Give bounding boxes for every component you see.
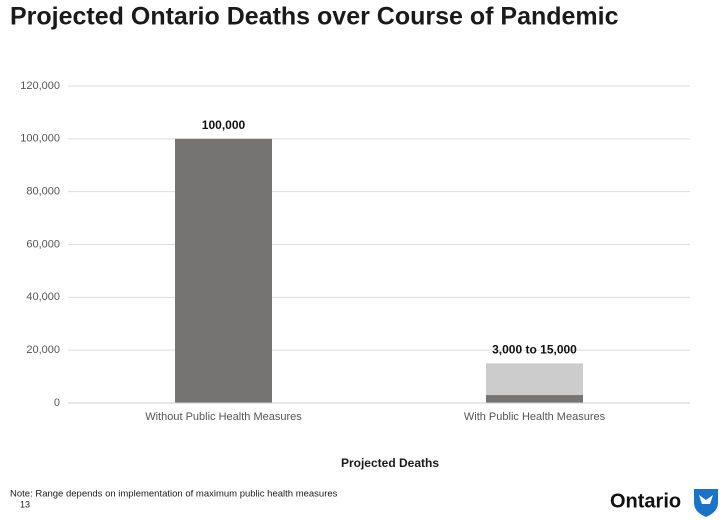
y-tick-label: 80,000 <box>26 186 60 198</box>
x-tick-label: Without Public Health Measures <box>145 411 302 423</box>
value-label: 100,000 <box>202 118 246 132</box>
y-tick-label: 60,000 <box>26 238 60 250</box>
bar <box>486 395 583 403</box>
x-tick-label: With Public Health Measures <box>464 411 606 423</box>
y-tick-label: 20,000 <box>26 344 60 356</box>
value-label: 3,000 to 15,000 <box>492 343 577 357</box>
logo-icon <box>694 489 718 517</box>
page-number: 13 <box>20 499 30 509</box>
note: Note: Range depends on implementation of… <box>10 489 338 500</box>
chart-title: Projected Ontario Deaths over Course of … <box>10 3 619 31</box>
logo-text: Ontario <box>610 490 681 512</box>
y-tick-label: 100,000 <box>20 133 60 145</box>
y-tick-label: 0 <box>54 397 60 409</box>
y-tick-label: 40,000 <box>26 291 60 303</box>
bar <box>175 138 272 404</box>
x-axis-label: Projected Deaths <box>341 456 439 470</box>
plot: 0 20,000 40,000 60,000 80,000 100,000 120,000 W… <box>20 80 690 423</box>
y-tick-label: 120,000 <box>20 80 60 92</box>
